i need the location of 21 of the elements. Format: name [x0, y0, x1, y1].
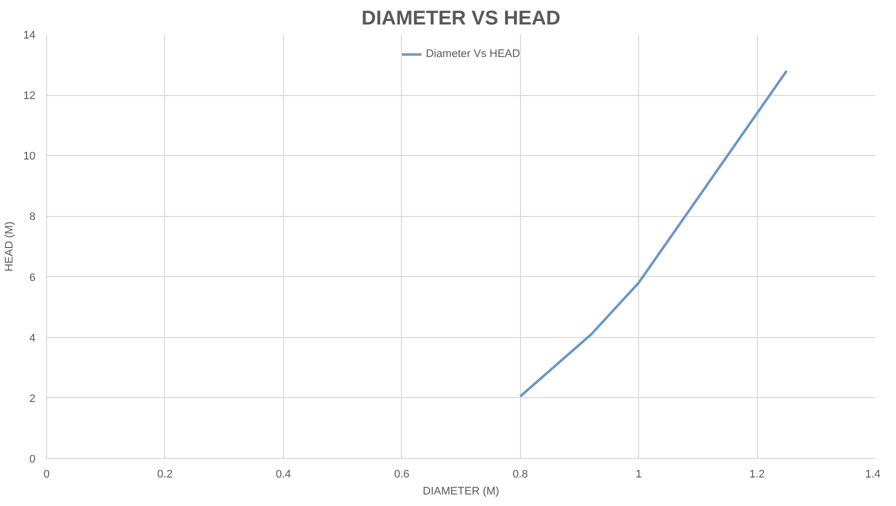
y-tick-label: 14 — [23, 30, 36, 42]
x-tick-label: 0.4 — [276, 468, 292, 480]
legend-label: Diameter Vs HEAD — [426, 48, 520, 60]
y-tick-label: 10 — [23, 150, 36, 163]
y-tick-label: 8 — [29, 211, 36, 224]
y-tick-label: 4 — [29, 332, 36, 344]
x-tick-label: 1.2 — [749, 468, 765, 480]
y-tick-label: 6 — [29, 272, 36, 284]
x-tick-label: 0 — [43, 468, 50, 480]
x-axis-title: DIAMETER (M) — [422, 486, 500, 498]
y-axis-title: HEAD (M) — [3, 221, 16, 272]
x-tick-label: 0.8 — [512, 468, 528, 480]
y-tick-label: 0 — [29, 454, 36, 466]
x-tick-label: 0.2 — [157, 468, 173, 480]
line-series — [518, 70, 788, 398]
x-tick-label: 1.4 — [865, 468, 881, 480]
x-tick-label: 1 — [636, 468, 642, 480]
x-tick-label: 0.6 — [394, 468, 410, 480]
chart-title: DIAMETER VS HEAD — [362, 8, 560, 30]
y-tick-label: 2 — [29, 392, 36, 405]
y-tick-label: 12 — [23, 90, 36, 102]
